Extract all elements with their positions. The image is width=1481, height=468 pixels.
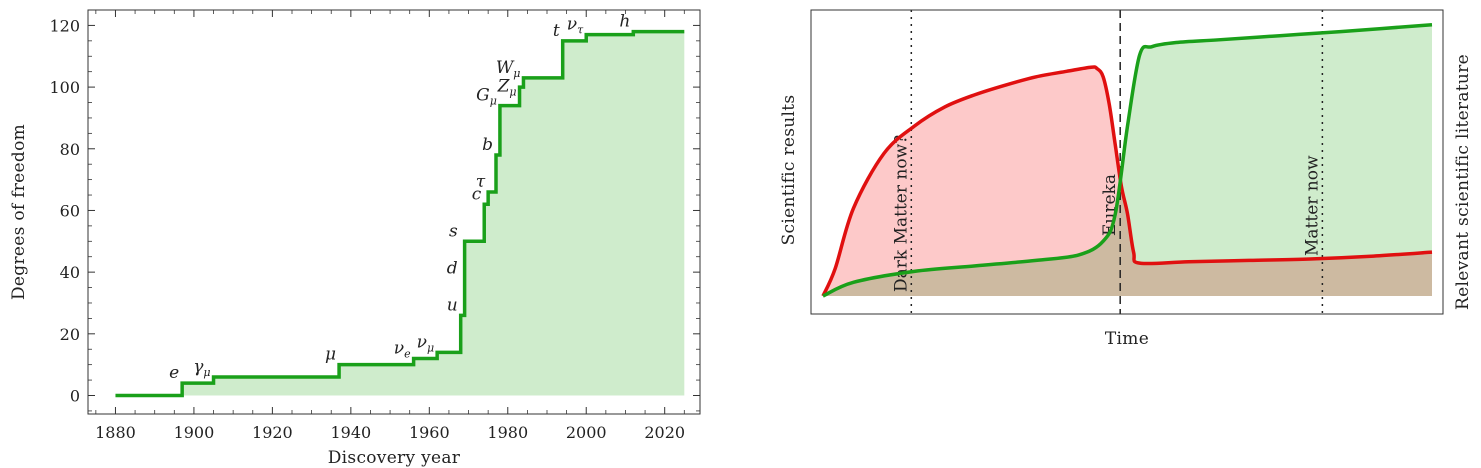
left-x-tick-label: 2020 bbox=[644, 423, 685, 442]
right-y-axis-label-left: Scientific results bbox=[779, 95, 799, 246]
particle-subscript: μ bbox=[513, 67, 520, 80]
particle-subscript: μ bbox=[427, 341, 434, 354]
left-x-tick-label: 1900 bbox=[174, 423, 215, 442]
particle-symbol: ν bbox=[567, 15, 577, 35]
particle-symbol: b bbox=[482, 135, 493, 155]
left-y-axis-label: Degrees of freedom bbox=[9, 124, 29, 300]
particle-label: u bbox=[447, 295, 458, 315]
particle-label: e bbox=[169, 363, 179, 383]
particle-symbol: Z bbox=[497, 76, 511, 96]
left-y-tick-label: 20 bbox=[60, 325, 80, 344]
particle-label: νe bbox=[394, 338, 411, 360]
particle-symbol: d bbox=[447, 258, 458, 278]
particle-symbol: W bbox=[496, 58, 515, 78]
particle-subscript: μ bbox=[509, 85, 516, 98]
green-curve bbox=[822, 22, 1433, 298]
particle-label: Zμ bbox=[497, 76, 517, 98]
left-y-tick-label: 100 bbox=[49, 78, 80, 97]
particle-symbol: c bbox=[472, 184, 482, 204]
left-x-tick-label: 1960 bbox=[409, 423, 450, 442]
particle-subscript: μ bbox=[203, 366, 210, 379]
left-x-tick-label: 1940 bbox=[330, 423, 371, 442]
left-x-axis-label: Discovery year bbox=[328, 448, 461, 468]
particle-label: d bbox=[447, 258, 458, 278]
particle-label: Wμ bbox=[496, 58, 521, 80]
particle-label: t bbox=[553, 21, 560, 41]
particle-label: c bbox=[472, 184, 482, 204]
right-line-layer bbox=[821, 22, 1433, 298]
particle-subscript: τ bbox=[577, 24, 584, 37]
particle-symbol: s bbox=[449, 221, 458, 241]
red-curve bbox=[821, 65, 1433, 297]
vline-label: Dark Matter now? bbox=[891, 135, 911, 292]
left-line-layer bbox=[115, 29, 685, 398]
particle-symbol: G bbox=[476, 86, 490, 106]
particle-label: ντ bbox=[567, 15, 584, 37]
left-step-line bbox=[115, 29, 685, 398]
particle-label: Gμ bbox=[476, 86, 497, 108]
particle-label: νμ bbox=[417, 332, 435, 354]
particle-subscript: e bbox=[404, 347, 411, 360]
left-x-tick-label: 2000 bbox=[566, 423, 607, 442]
particle-symbol: u bbox=[447, 295, 458, 315]
left-chart: 1880 1900 1920 1940 1960 1980 2000 2020 0 20 40 60 8… bbox=[9, 9, 701, 468]
particle-symbol: ν bbox=[417, 332, 427, 352]
left-step-area bbox=[115, 31, 685, 396]
left-y-tick-label: 60 bbox=[60, 201, 80, 220]
right-plot-frame bbox=[810, 9, 1444, 315]
left-x-tick-label: 1980 bbox=[487, 423, 528, 442]
right-fill-layer bbox=[823, 24, 1432, 297]
red-area-fill bbox=[823, 67, 1432, 296]
particle-label: h bbox=[619, 12, 630, 32]
particle-symbol: h bbox=[619, 12, 630, 32]
left-plot-frame bbox=[87, 9, 701, 415]
right-chart: Dark Matter now? Eureka Matter now Time Sc… bbox=[779, 9, 1473, 349]
particle-label: γμ bbox=[193, 357, 210, 379]
vline-label: Matter now bbox=[1302, 155, 1322, 256]
particle-label: μ bbox=[325, 345, 336, 365]
particle-subscript: μ bbox=[490, 95, 497, 108]
left-x-tick-label: 1920 bbox=[252, 423, 293, 442]
right-y-axis-label-right: Relevant scientific literature bbox=[1453, 54, 1473, 310]
left-y-tick-label: 120 bbox=[49, 16, 80, 35]
right-x-axis-label: Time bbox=[1105, 329, 1149, 349]
particle-symbol: ν bbox=[394, 338, 404, 358]
left-y-tick-label: 80 bbox=[60, 140, 80, 159]
left-tick-layer: 1880 1900 1920 1940 1960 1980 2000 2020 0 20 40 60 8… bbox=[49, 9, 700, 442]
left-y-tick-label: 40 bbox=[60, 263, 80, 282]
green-area-fill bbox=[823, 24, 1432, 297]
left-y-tick-label: 0 bbox=[70, 386, 80, 405]
particle-symbol: e bbox=[169, 363, 179, 383]
particle-label: s bbox=[449, 221, 458, 241]
particle-label: b bbox=[482, 135, 493, 155]
particle-symbol: τ bbox=[476, 172, 486, 192]
particle-label: τ bbox=[476, 172, 486, 192]
particle-symbol: t bbox=[553, 21, 560, 41]
left-fill-layer bbox=[115, 31, 685, 396]
left-x-tick-label: 1880 bbox=[95, 423, 136, 442]
particle-symbol: γ bbox=[193, 357, 204, 377]
particle-symbol: μ bbox=[325, 345, 336, 365]
right-vline-layer: Dark Matter now? Eureka Matter now bbox=[891, 10, 1324, 314]
